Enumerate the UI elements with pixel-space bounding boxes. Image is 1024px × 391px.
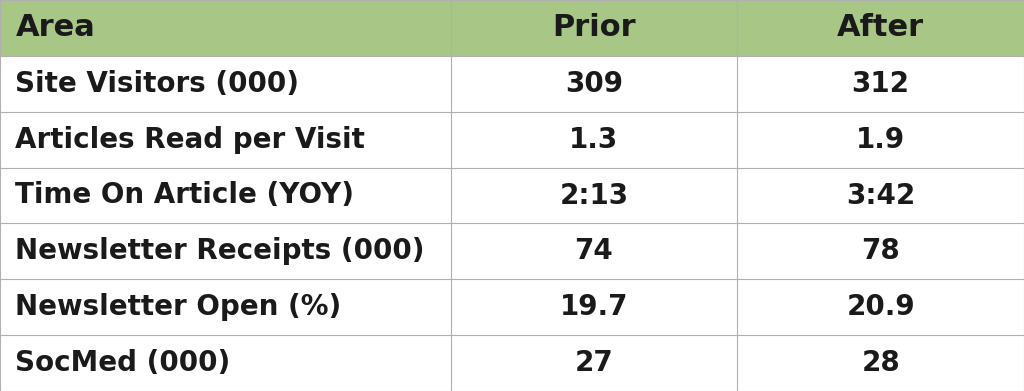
Text: Articles Read per Visit: Articles Read per Visit: [15, 126, 366, 154]
Bar: [451, 0, 737, 56]
Bar: [0, 279, 451, 335]
Bar: [737, 112, 1024, 168]
Text: Prior: Prior: [552, 13, 636, 43]
Text: 28: 28: [861, 349, 900, 377]
Text: Site Visitors (000): Site Visitors (000): [15, 70, 299, 98]
Bar: [0, 0, 451, 56]
Bar: [737, 56, 1024, 112]
Bar: [737, 0, 1024, 56]
Bar: [451, 168, 737, 223]
Bar: [451, 223, 737, 279]
Bar: [737, 223, 1024, 279]
Text: 78: 78: [861, 237, 900, 265]
Text: 20.9: 20.9: [846, 293, 915, 321]
Text: Newsletter Receipts (000): Newsletter Receipts (000): [15, 237, 425, 265]
Bar: [737, 168, 1024, 223]
Text: Area: Area: [15, 13, 95, 43]
Bar: [0, 112, 451, 168]
Text: After: After: [837, 13, 925, 43]
Text: 27: 27: [574, 349, 613, 377]
Text: SocMed (000): SocMed (000): [15, 349, 230, 377]
Bar: [0, 168, 451, 223]
Text: 309: 309: [565, 70, 623, 98]
Text: 3:42: 3:42: [846, 181, 915, 210]
Bar: [451, 279, 737, 335]
Bar: [0, 223, 451, 279]
Text: Newsletter Open (%): Newsletter Open (%): [15, 293, 342, 321]
Bar: [451, 56, 737, 112]
Text: 312: 312: [852, 70, 909, 98]
Bar: [737, 335, 1024, 391]
Text: 19.7: 19.7: [560, 293, 628, 321]
Text: 1.9: 1.9: [856, 126, 905, 154]
Text: 2:13: 2:13: [559, 181, 629, 210]
Text: 74: 74: [574, 237, 613, 265]
Bar: [451, 112, 737, 168]
Bar: [0, 335, 451, 391]
Bar: [737, 279, 1024, 335]
Text: Time On Article (YOY): Time On Article (YOY): [15, 181, 354, 210]
Text: 1.3: 1.3: [569, 126, 618, 154]
Bar: [451, 335, 737, 391]
Bar: [0, 56, 451, 112]
